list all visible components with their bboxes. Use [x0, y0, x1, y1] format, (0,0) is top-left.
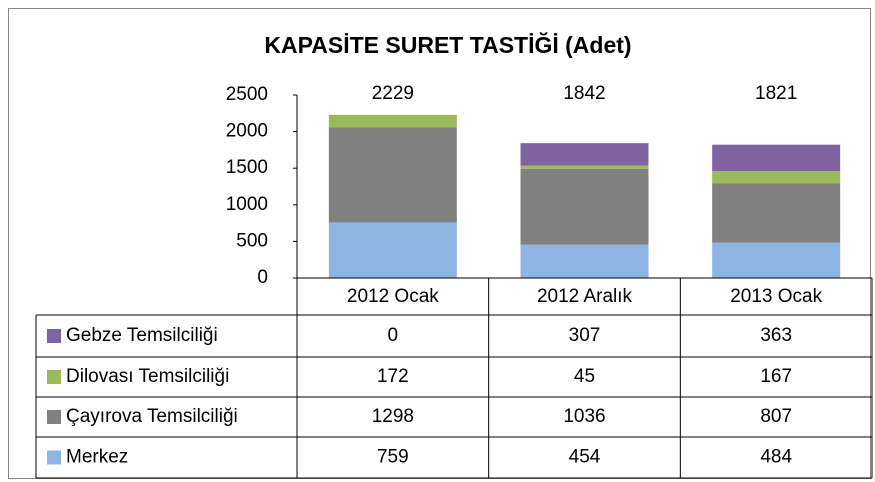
- table-value: 307: [569, 325, 601, 346]
- legend-label: Çayırova Temsilciliği: [66, 406, 238, 427]
- table-value: 45: [574, 366, 595, 387]
- y-tick-label: 500: [236, 230, 268, 251]
- bar-segment: [712, 242, 841, 278]
- legend-swatch: [47, 329, 61, 343]
- legend-swatch: [47, 450, 61, 465]
- x-tick-label: 2013 Ocak: [730, 286, 822, 307]
- total-label: 1821: [755, 83, 797, 104]
- table-value: 363: [760, 325, 792, 346]
- total-label: 2229: [372, 83, 414, 104]
- table-value: 0: [388, 325, 399, 346]
- y-tick-label: 1000: [226, 194, 268, 215]
- table-value: 807: [760, 406, 792, 427]
- table-value: 454: [569, 447, 601, 468]
- bar-segment: [712, 144, 841, 172]
- legend-label: Dilovası Temsilciliği: [66, 366, 229, 387]
- bar-segment: [328, 222, 457, 278]
- legend-swatch: [47, 370, 61, 384]
- legend-swatch: [47, 410, 61, 424]
- table-value: 172: [377, 366, 409, 387]
- bar-segment: [520, 143, 649, 166]
- y-tick-label: 0: [257, 267, 268, 288]
- table-value: 484: [760, 447, 792, 468]
- table-value: 1298: [372, 406, 414, 427]
- table-value: 1036: [563, 406, 605, 427]
- bar-segment: [712, 183, 841, 243]
- bar-segment: [328, 114, 457, 128]
- legend-label: Gebze Temsilciliği: [66, 325, 218, 346]
- y-tick-label: 2000: [226, 121, 268, 142]
- x-tick-label: 2012 Aralık: [537, 286, 633, 307]
- table-value: 759: [377, 447, 409, 468]
- bar-segment: [712, 171, 841, 184]
- x-tick-label: 2012 Ocak: [347, 286, 439, 307]
- bar-segment: [328, 127, 457, 223]
- y-tick-label: 1500: [226, 157, 268, 178]
- bar-segment: [520, 168, 649, 245]
- legend-label: Merkez: [66, 447, 128, 468]
- total-label: 1842: [563, 83, 605, 104]
- table-value: 167: [760, 366, 792, 387]
- bar-segment: [520, 244, 649, 278]
- y-tick-label: 2500: [226, 84, 268, 105]
- chart-title: KAPASİTE SURET TASTİĞİ (Adet): [264, 31, 631, 58]
- bar-segment: [520, 165, 649, 169]
